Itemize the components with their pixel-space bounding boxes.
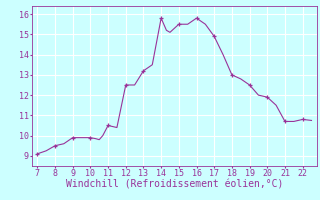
X-axis label: Windchill (Refroidissement éolien,°C): Windchill (Refroidissement éolien,°C) (66, 180, 283, 190)
